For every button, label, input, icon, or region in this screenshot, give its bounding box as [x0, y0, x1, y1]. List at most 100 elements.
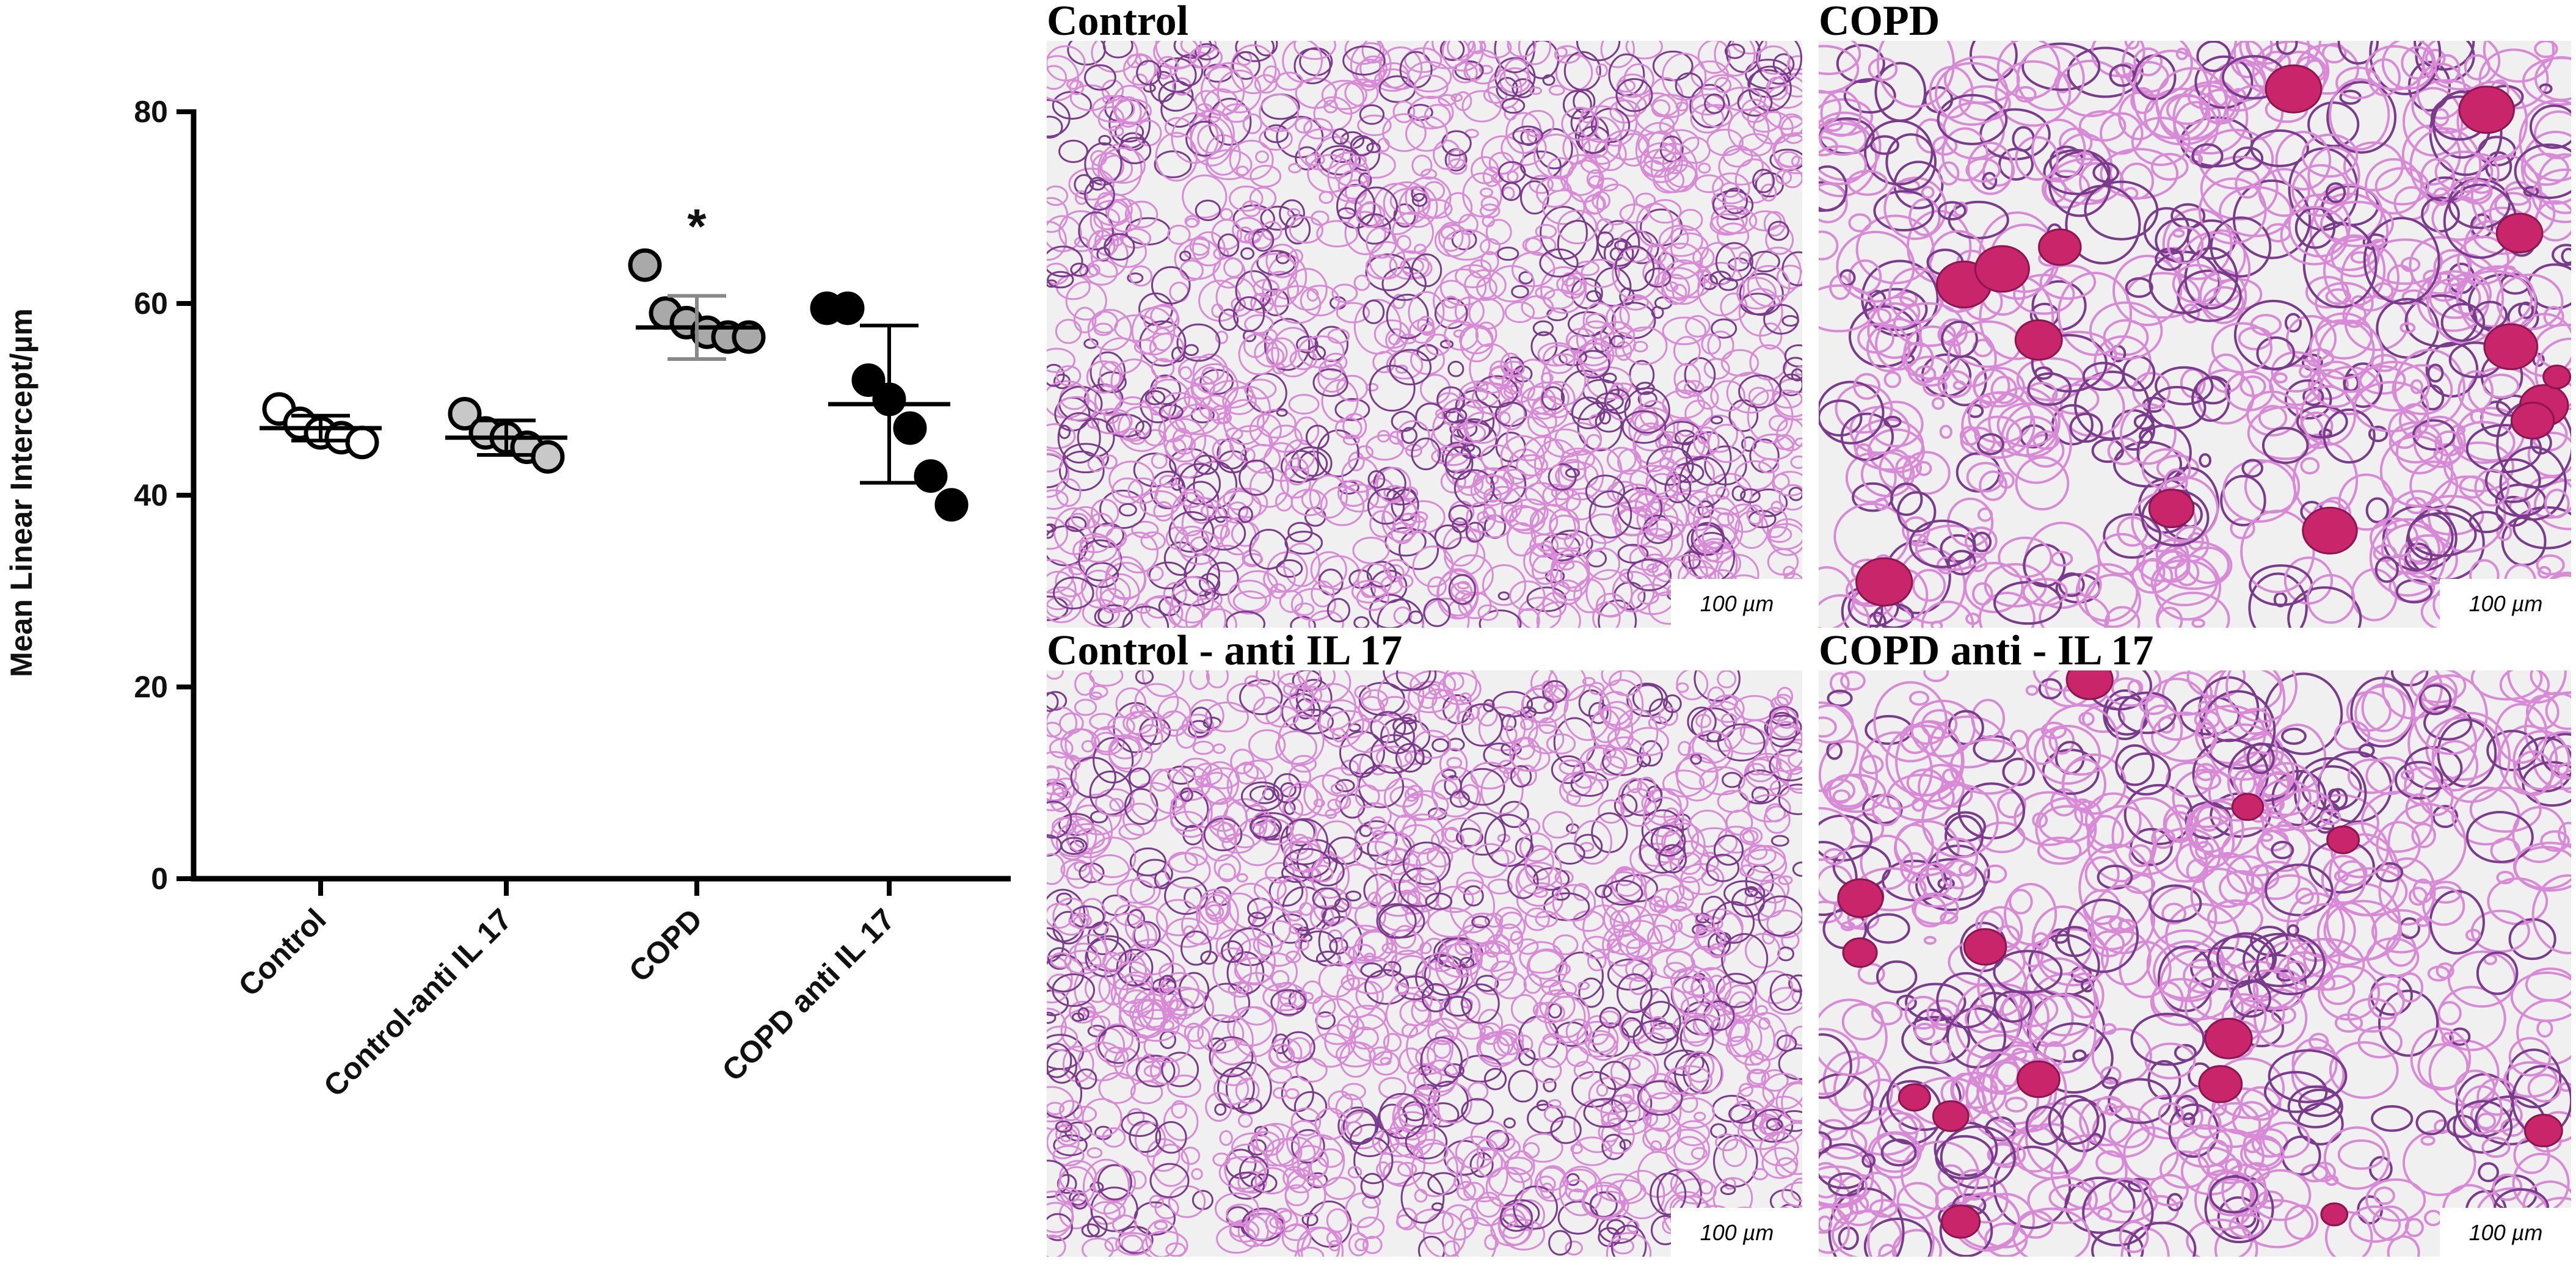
- alveolus: [1446, 41, 1476, 61]
- alveolus: [1518, 41, 1551, 65]
- alveolus: [1900, 852, 1929, 884]
- alveolus: [2057, 271, 2133, 357]
- alveolus: [1860, 451, 1915, 498]
- alveolus: [1415, 868, 1438, 892]
- alveolus: [1341, 924, 1389, 962]
- alveolus: [1148, 561, 1187, 590]
- alveolus: [1585, 513, 1621, 544]
- alveolus: [1047, 973, 1072, 993]
- alveolus: [1300, 930, 1338, 963]
- alveolus: [1184, 215, 1200, 228]
- alveolus: [1079, 532, 1110, 553]
- alveolus: [2363, 217, 2440, 305]
- alveolus: [1554, 45, 1581, 64]
- alveolus: [1725, 809, 1753, 836]
- alveolus: [1446, 1156, 1465, 1174]
- alveolus: [1765, 225, 1794, 255]
- alveolus: [1299, 933, 1313, 943]
- alveolus: [2476, 1113, 2497, 1130]
- alveolus: [1632, 684, 1664, 713]
- alveolus: [1179, 250, 1192, 262]
- alveolus: [1369, 510, 1396, 538]
- alveolus: [1074, 190, 1088, 205]
- alveolus: [1091, 95, 1135, 123]
- alveolus: [1479, 609, 1522, 628]
- alveolus: [2434, 54, 2461, 84]
- alveolus: [2127, 1221, 2197, 1257]
- alveolus: [1606, 305, 1630, 330]
- alveolus: [1291, 755, 1317, 773]
- alveolus: [1289, 836, 1322, 873]
- alveolus: [1047, 721, 1063, 738]
- alveolus: [1650, 1172, 1687, 1216]
- alveolus: [1366, 227, 1397, 259]
- alveolus: [1255, 1124, 1285, 1157]
- alveolus: [1282, 41, 1323, 83]
- alveolus: [1781, 1182, 1802, 1208]
- alveolus: [1946, 497, 1994, 548]
- alveolus: [1127, 272, 1144, 284]
- alveolus: [1382, 113, 1427, 152]
- alveolus: [1476, 1191, 1502, 1218]
- alveolus: [1153, 41, 1200, 70]
- alveolus: [1602, 372, 1617, 383]
- alveolus: [1168, 396, 1211, 434]
- alveolus: [1413, 74, 1449, 100]
- alveolus: [1513, 1185, 1559, 1230]
- alveolus: [1047, 853, 1066, 885]
- alveolus: [2525, 694, 2560, 730]
- alveolus: [1074, 236, 1089, 248]
- alveolus: [2284, 1204, 2319, 1240]
- alveolus: [1661, 274, 1690, 305]
- alveolus: [1403, 790, 1449, 821]
- alveolus: [1898, 1116, 1923, 1135]
- alveolus: [1290, 1107, 1322, 1136]
- alveolus: [2245, 41, 2288, 65]
- alveolus: [1408, 95, 1454, 129]
- alveolus: [1192, 762, 1223, 786]
- alveolus: [1228, 487, 1268, 518]
- scale-box: [2440, 579, 2571, 628]
- alveolus: [2164, 811, 2194, 841]
- alveolus: [1197, 124, 1225, 154]
- alveolus: [2522, 761, 2571, 807]
- alveolus: [1710, 694, 1745, 723]
- alveolus: [1286, 1120, 1322, 1161]
- alveolus: [1497, 161, 1526, 184]
- alveolus: [1047, 570, 1077, 611]
- alveolus: [1149, 1163, 1190, 1199]
- alveolus: [1458, 1055, 1502, 1083]
- alveolus: [2308, 369, 2349, 401]
- panel-title: COPD: [1819, 0, 1940, 45]
- alveolus: [1461, 983, 1500, 1024]
- alveolus: [1372, 351, 1396, 374]
- alveolus: [1295, 1058, 1328, 1083]
- scale-box: [1671, 1208, 1802, 1257]
- alveolus: [1149, 768, 1190, 814]
- alveolus: [1129, 265, 1153, 287]
- alveolus: [1959, 85, 2011, 122]
- alveolus: [1439, 747, 1468, 780]
- alveolus: [1819, 704, 1854, 744]
- alveolus: [1284, 439, 1315, 471]
- alveolus: [1180, 787, 1193, 802]
- alveolus: [1285, 1088, 1300, 1100]
- alveolus: [1401, 1023, 1418, 1039]
- alveolus: [1769, 749, 1802, 782]
- alveolus: [1356, 1216, 1385, 1240]
- alveolus: [1173, 41, 1212, 59]
- alveolus: [2461, 1085, 2503, 1135]
- alveolus: [1715, 486, 1730, 500]
- alveolus: [1150, 768, 1172, 792]
- alveolus: [1405, 176, 1452, 219]
- alveolus: [1368, 816, 1388, 835]
- alveolus: [1047, 220, 1067, 261]
- alveolus: [2078, 843, 2154, 932]
- alveolus: [1443, 296, 1459, 309]
- alveolus: [1205, 1092, 1232, 1122]
- alveolus: [2067, 46, 2144, 98]
- alveolus: [2143, 207, 2190, 253]
- alveolus: [1819, 1131, 1832, 1155]
- alveolus: [1405, 115, 1448, 152]
- alveolus: [2536, 1019, 2553, 1038]
